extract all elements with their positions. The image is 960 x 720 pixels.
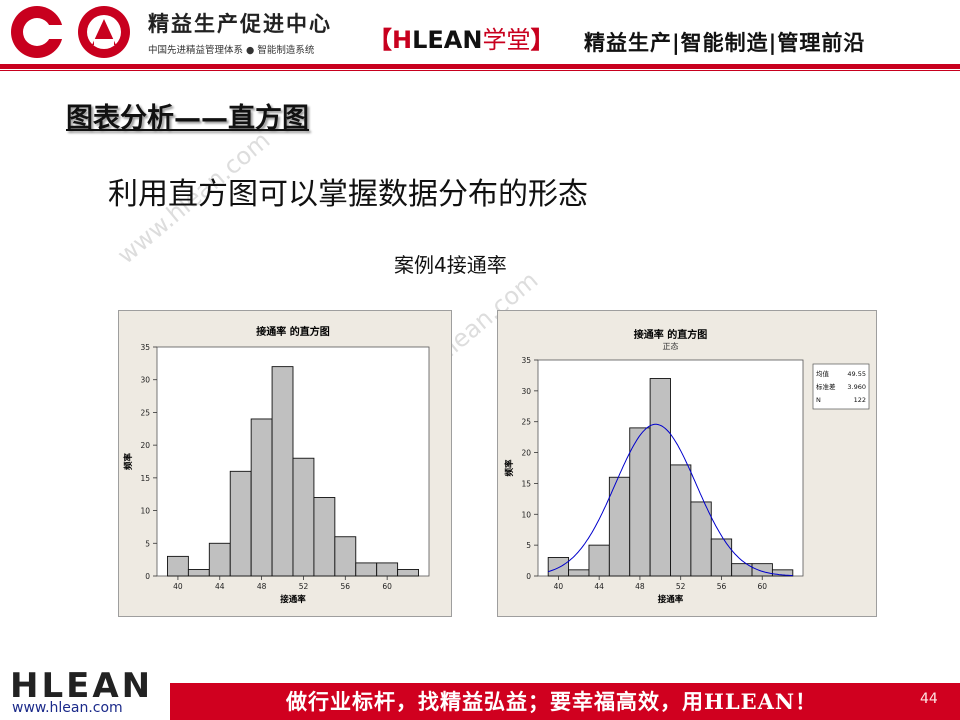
legend-label: N (816, 396, 821, 404)
histogram-bar (334, 536, 357, 577)
header-divider (0, 64, 960, 69)
x-axis-label: 接通率 (280, 594, 306, 605)
y-tick-label: 25 (140, 408, 150, 417)
histogram-bar (229, 470, 252, 577)
histogram-normal-chart: 接通率 的直方图 正态 0 5 10 15 20 25 30 35 40 44 48 52 56 60 接通率 频… (497, 310, 877, 617)
x-tick-label: 44 (594, 582, 604, 591)
y-tick-label: 5 (145, 539, 150, 548)
y-tick-label: 35 (521, 356, 531, 365)
histogram-bar (751, 563, 773, 577)
x-tick-label: 56 (717, 582, 727, 591)
brand-bracket-close: 】 (530, 26, 555, 54)
brand-bracket-open: 【 (368, 26, 392, 54)
histogram-chart: 接通率 的直方图 0 5 10 15 20 25 30 35 40 44 48 52 56 60 接通率 频率 (118, 310, 452, 617)
histogram-bar (376, 562, 399, 577)
x-axis-label: 接通率 (658, 594, 684, 605)
header-divider-thin (0, 70, 960, 71)
brand-lean: LEAN (412, 26, 483, 54)
y-tick-label: 15 (140, 474, 150, 483)
histogram-bar (568, 569, 590, 577)
y-tick-label: 30 (521, 387, 531, 396)
y-tick-label: 20 (521, 449, 531, 458)
y-tick-label: 25 (521, 418, 531, 427)
y-tick-label: 15 (521, 479, 531, 488)
histogram-svg: 接通率 的直方图 0 5 10 15 20 25 30 35 40 44 48 52 56 60 接通率 频率 (123, 325, 430, 605)
x-tick-label: 40 (554, 582, 564, 591)
y-tick-label: 0 (145, 572, 150, 581)
legend-value: 49.55 (847, 370, 866, 378)
org-subtitle: 中国先进精益管理体系 ● 智能制造系统 (148, 45, 315, 56)
brand-title: 【HLEAN学堂】 (368, 20, 554, 55)
y-axis-label: 频率 (123, 453, 134, 471)
legend-label: 均值 (816, 369, 830, 378)
chart-title: 接通率 的直方图 (256, 325, 329, 338)
histogram-bar (167, 555, 189, 577)
x-tick-label: 48 (635, 582, 645, 591)
x-tick-label: 48 (257, 582, 267, 591)
x-tick-label: 56 (341, 582, 351, 591)
org-name: 精益生产促进中心 (148, 12, 332, 36)
histogram-bar (547, 557, 570, 577)
histogram-bar (629, 427, 651, 577)
y-axis-label: 频率 (504, 459, 515, 477)
slide-title: 图表分析——直方图 (66, 103, 309, 134)
logo-icon (11, 6, 130, 58)
histogram-bar (187, 569, 210, 577)
x-tick-label: 40 (173, 582, 183, 591)
header-tagline: 精益生产|智能制造|管理前沿 (584, 31, 866, 55)
footer-logo: HLEAN (10, 666, 154, 706)
y-tick-label: 30 (140, 376, 150, 385)
header (0, 0, 960, 64)
legend-value: 3.960 (847, 383, 866, 391)
histogram-bar (313, 497, 336, 577)
x-tick-label: 60 (382, 582, 392, 591)
histogram-bar (771, 569, 794, 577)
footer-url[interactable]: www.hlean.com (12, 700, 123, 716)
x-tick-label: 52 (299, 582, 309, 591)
x-tick-label: 60 (757, 582, 767, 591)
histogram-bar (588, 544, 610, 577)
legend-label: 标准差 (816, 382, 836, 391)
normal-fit-curve (548, 423, 793, 576)
histogram-bar (208, 542, 231, 577)
legend-value: 122 (854, 396, 866, 404)
histogram-bar (710, 538, 733, 577)
histogram-bar (355, 562, 378, 577)
case-label: 案例4接通率 (394, 253, 507, 277)
histogram-bar (649, 378, 671, 577)
brand-h: H (392, 26, 413, 54)
footer-bar (170, 683, 960, 720)
x-tick-label: 44 (215, 582, 225, 591)
y-tick-label: 10 (521, 510, 531, 519)
histogram-bar (670, 464, 692, 577)
brand-cn: 学堂 (482, 26, 531, 54)
histogram-bar (292, 457, 315, 577)
histogram-bar (397, 569, 419, 577)
legend-box (812, 363, 870, 410)
page-number: 44 (920, 691, 938, 707)
y-tick-label: 0 (526, 572, 531, 581)
y-tick-label: 20 (140, 441, 150, 450)
chart-title: 接通率 的直方图 (634, 328, 707, 341)
x-tick-label: 52 (676, 582, 686, 591)
chart-subtitle: 正态 (663, 341, 679, 351)
histogram-bar (608, 476, 631, 577)
footer-slogan: 做行业标杆，找精益弘益；要幸福高效，用HLEAN！ (286, 689, 818, 714)
y-tick-label: 35 (140, 343, 150, 352)
slide-subtitle: 利用直方图可以掌握数据分布的形态 (108, 177, 588, 212)
histogram-bar (690, 501, 712, 577)
histogram-bar (271, 366, 294, 577)
y-tick-label: 5 (526, 541, 531, 550)
y-tick-label: 10 (140, 507, 150, 516)
histogram-bar (250, 418, 273, 577)
